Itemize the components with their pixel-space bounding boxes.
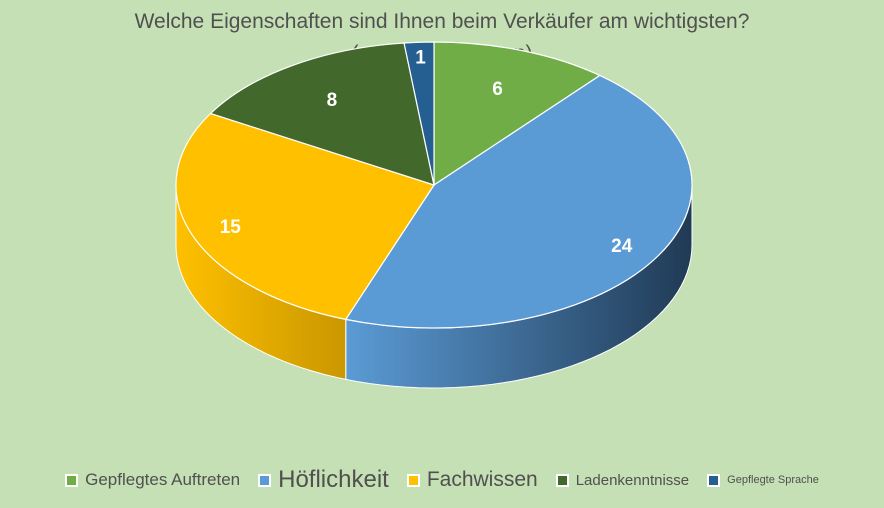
legend-item-gepflegte-sprache: Gepflegte Sprache bbox=[707, 473, 819, 487]
pie-slice-gepflegtes-auftreten bbox=[433, 41, 602, 187]
legend-swatch-gepflegtes-auftreten bbox=[65, 473, 79, 487]
legend-item-ladenkenntnisse: Ladenkenntnisse bbox=[555, 471, 690, 489]
chart-title: Welche Eigenschaften sind Ihnen beim Ver… bbox=[134, 10, 750, 33]
legend-swatch-hoeflichkeit bbox=[258, 473, 272, 487]
pie-slice-ladenkenntnisse bbox=[209, 42, 435, 186]
legend-label-fachwissen: Fachwissen bbox=[426, 468, 538, 491]
legend: Gepflegtes Auftreten Höflichkeit Fachwis… bbox=[0, 462, 884, 498]
legend-label-gepflegte-sprache: Gepflegte Sprache bbox=[727, 474, 819, 486]
data-label-gepflegtes-auftreten: 6 bbox=[492, 79, 503, 100]
data-label-fachwissen: 15 bbox=[220, 217, 242, 238]
data-label-hoeflichkeit: 24 bbox=[611, 236, 633, 257]
legend-swatch-gepflegte-sprache bbox=[707, 473, 721, 487]
pie-slice-hoeflichkeit bbox=[344, 74, 693, 329]
legend-item-hoeflichkeit: Höflichkeit bbox=[258, 466, 389, 494]
legend-swatch-fachwissen bbox=[406, 473, 420, 487]
legend-label-hoeflichkeit: Höflichkeit bbox=[278, 466, 389, 493]
legend-label-ladenkenntnisse: Ladenkenntnisse bbox=[575, 471, 690, 489]
legend-swatch-ladenkenntnisse bbox=[555, 473, 569, 487]
legend-item-fachwissen: Fachwissen bbox=[406, 468, 538, 492]
data-label-gepflegte-sprache: 1 bbox=[415, 48, 426, 69]
legend-item-gepflegtes-auftreten: Gepflegtes Auftreten bbox=[65, 470, 240, 490]
legend-label-gepflegtes-auftreten: Gepflegtes Auftreten bbox=[85, 470, 241, 489]
data-label-ladenkenntnisse: 8 bbox=[327, 90, 338, 111]
pie-slice-gepflegte-sprache bbox=[403, 41, 435, 186]
